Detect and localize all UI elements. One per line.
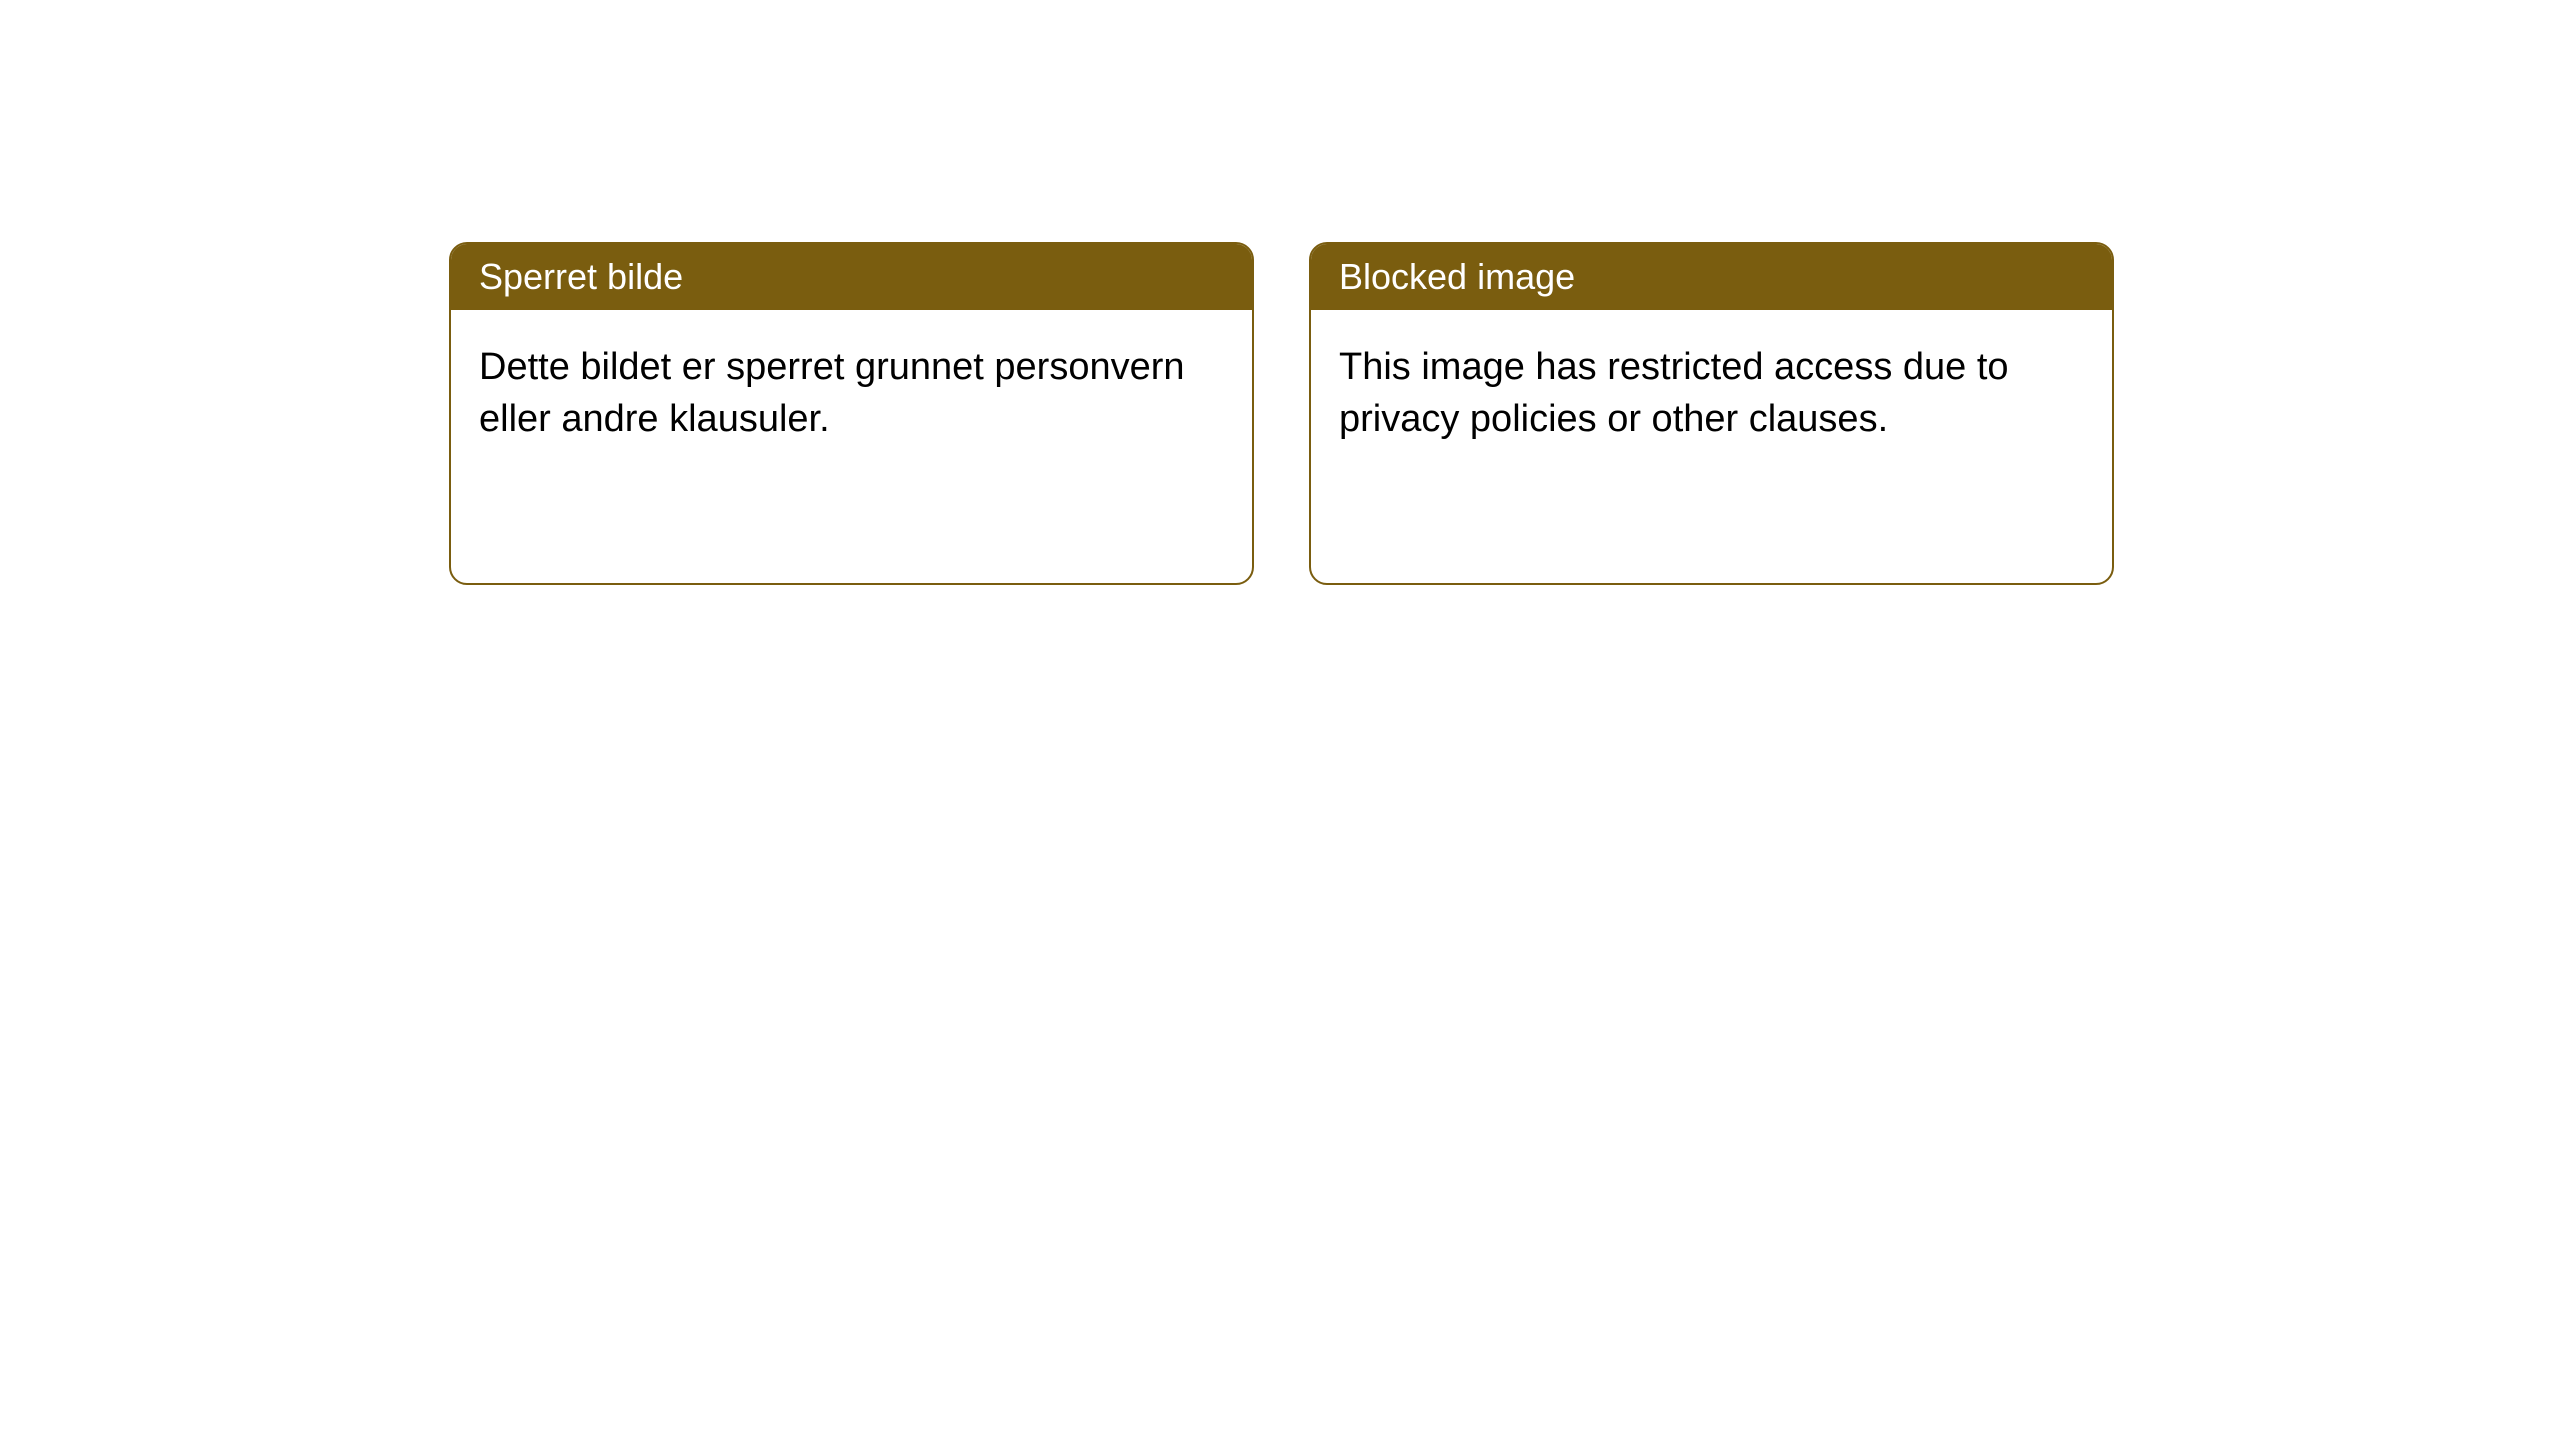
blocked-image-card-no: Sperret bilde Dette bildet er sperret gr… <box>449 242 1254 585</box>
blocked-image-card-en: Blocked image This image has restricted … <box>1309 242 2114 585</box>
card-body: Dette bildet er sperret grunnet personve… <box>451 310 1252 477</box>
cards-container: Sperret bilde Dette bildet er sperret gr… <box>0 0 2560 585</box>
card-body-text: Dette bildet er sperret grunnet personve… <box>479 346 1185 440</box>
card-header: Sperret bilde <box>451 244 1252 310</box>
card-body: This image has restricted access due to … <box>1311 310 2112 477</box>
card-title: Blocked image <box>1339 256 1575 297</box>
card-body-text: This image has restricted access due to … <box>1339 346 2009 440</box>
card-title: Sperret bilde <box>479 256 683 297</box>
card-header: Blocked image <box>1311 244 2112 310</box>
